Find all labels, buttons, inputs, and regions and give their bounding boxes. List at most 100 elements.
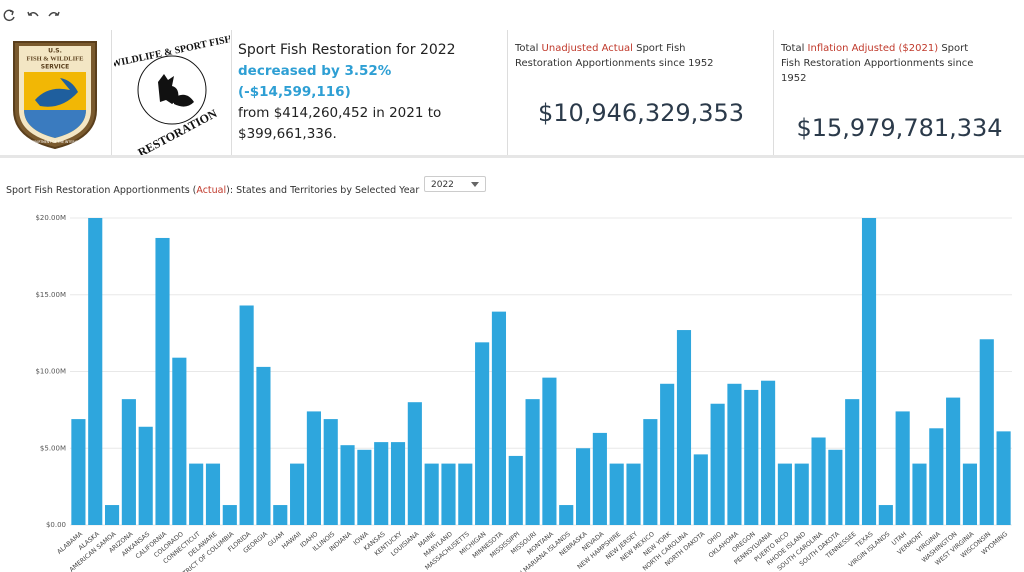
kpi-card: Total Unadjusted Actual Sport Fish Resto…: [508, 30, 774, 155]
bar: [323, 419, 338, 525]
bar: [676, 330, 692, 525]
bar: [71, 419, 86, 525]
bar: [491, 311, 507, 525]
logo-text: WILDLIFE & SPORT FISH: [114, 34, 230, 70]
bar: [441, 463, 456, 525]
bar: [104, 505, 120, 525]
bar: [761, 380, 776, 525]
bar: [794, 463, 809, 525]
chart-title-text: ): States and Territories by Selected Ye…: [226, 185, 419, 196]
bar: [777, 463, 792, 525]
chart-title: Sport Fish Restoration Apportionments (A…: [6, 185, 419, 196]
kpi-label-text: Sport Fish Restoration Apportionments si…: [515, 43, 714, 69]
bar: [710, 403, 725, 525]
bar: [306, 411, 321, 525]
wsfr-logo: WILDLIFE & SPORT FISH RESTORATION: [111, 34, 234, 160]
kpi-label: Total Unadjusted Actual Sport Fish Resto…: [515, 41, 745, 71]
bar: [929, 428, 944, 525]
bar: [290, 463, 305, 525]
kpi-value: $10,946,329,353: [537, 99, 745, 127]
bar: [592, 432, 607, 525]
bar: [189, 463, 204, 525]
bar: [390, 442, 406, 525]
kpi-label-text: Total: [515, 43, 542, 54]
bar: [121, 399, 136, 525]
dropdown-value: 2022: [431, 180, 454, 190]
bar: [256, 366, 271, 525]
bar: [693, 454, 708, 525]
reset-button[interactable]: [3, 9, 15, 22]
bar: [643, 419, 658, 525]
logo-text: SERVICE: [41, 64, 69, 71]
logo-text: U.S.: [48, 48, 62, 55]
chart-title-text: Sport Fish Restoration Apportionments (: [6, 185, 196, 196]
kpi-label-text: Total: [781, 43, 808, 54]
bar: [340, 445, 355, 525]
bar: [946, 397, 961, 525]
summary-change: decreased by 3.52% (-$14,599,116): [238, 63, 392, 100]
bar: [895, 411, 910, 525]
bar: [962, 463, 978, 525]
bar: [861, 218, 877, 525]
summary-detail: from $414,260,452 in 2021 to $399,661,33…: [238, 105, 442, 142]
bar: [424, 463, 439, 525]
kpi-label-highlight: Inflation Adjusted ($2021): [807, 43, 939, 54]
bar: [407, 402, 422, 525]
logo-text: RESTORATION: [135, 106, 219, 155]
kpi-label: Total Inflation Adjusted ($2021) Sport F…: [781, 41, 981, 86]
fws-logo-card: U.S. FISH & WILDLIFE SERVICE DEPARTMENT …: [0, 30, 112, 155]
bar: [828, 449, 843, 525]
logo-text: DEPARTMENT OF THE INTERIOR: [30, 140, 81, 144]
bar: [239, 305, 254, 525]
bar: [878, 505, 893, 525]
bar: [912, 463, 927, 525]
bar: [273, 505, 288, 525]
bar: [609, 463, 624, 525]
kpi-card: Total Inflation Adjusted ($2021) Sport F…: [774, 30, 1024, 155]
y-tick-label: $15.00M: [35, 291, 66, 299]
bar-chart: Sport Fish Restoration Apportionments (A…: [6, 185, 1012, 572]
y-tick-label: $10.00M: [35, 368, 66, 376]
bar: [205, 463, 221, 525]
bar: [575, 448, 591, 525]
logo-text: FISH & WILDLIFE: [27, 55, 84, 62]
bar: [660, 383, 675, 525]
bar: [88, 218, 103, 525]
x-tick-label: HAWAII: [281, 531, 303, 551]
bar: [138, 426, 153, 525]
bar: [155, 237, 170, 525]
bar: [357, 449, 372, 525]
bar: [222, 505, 237, 525]
bar: [559, 505, 574, 525]
summary-title: Sport Fish Restoration for 2022: [238, 42, 456, 58]
kpi-value: $15,979,781,334: [796, 114, 1003, 142]
year-dropdown[interactable]: 2022: [424, 176, 486, 192]
y-tick-label: $20.00M: [35, 214, 66, 222]
bar: [811, 437, 826, 525]
y-tick-label: $5.00M: [40, 444, 66, 452]
y-tick-label: $0.00: [46, 521, 66, 529]
kpi-label-highlight: Unadjusted Actual: [541, 43, 633, 54]
bar: [374, 442, 389, 525]
undo-button[interactable]: [27, 11, 39, 17]
bar: [979, 339, 994, 525]
bar: [727, 383, 742, 525]
bar: [508, 455, 523, 525]
bar: [475, 342, 490, 525]
summary-card: Sport Fish Restoration for 2022 decrease…: [232, 30, 508, 155]
bar: [626, 463, 641, 525]
toolbar: [3, 9, 60, 22]
fws-logo: U.S. FISH & WILDLIFE SERVICE DEPARTMENT …: [13, 41, 97, 150]
bar: [542, 377, 557, 525]
bar: [744, 389, 759, 525]
kpi-label-text: Sport Fish Restoration Apportionments si…: [781, 43, 974, 84]
bar: [525, 399, 540, 525]
redo-button[interactable]: [48, 11, 60, 17]
bar: [996, 431, 1011, 525]
wsfr-logo-card: WILDLIFE & SPORT FISH RESTORATION: [111, 30, 234, 160]
bar: [458, 463, 473, 525]
bar: [172, 357, 187, 525]
chart-title-highlight: Actual: [196, 185, 226, 196]
bar: [845, 399, 860, 525]
